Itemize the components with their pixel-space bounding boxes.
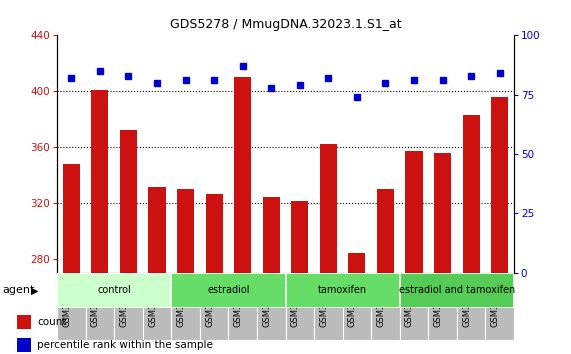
Bar (17, 338, 31, 352)
Bar (348, 253, 365, 354)
Bar (286, 273, 314, 340)
Text: count: count (37, 317, 67, 327)
Text: tamoxifen: tamoxifen (318, 285, 367, 295)
Text: GSM362931: GSM362931 (348, 276, 357, 327)
Bar (57, 273, 171, 308)
Bar (257, 273, 286, 340)
Bar (228, 273, 257, 340)
Text: agent: agent (3, 285, 35, 295)
Bar (485, 273, 514, 340)
Bar (120, 130, 137, 354)
Text: GSM362924: GSM362924 (148, 276, 157, 327)
Text: estradiol and tamoxifen: estradiol and tamoxifen (399, 285, 515, 295)
Bar (143, 273, 171, 340)
Bar (286, 273, 400, 308)
Bar (234, 77, 251, 354)
Bar (263, 197, 280, 354)
Text: GSM362930: GSM362930 (319, 276, 328, 327)
Bar (491, 97, 508, 354)
Bar (114, 273, 143, 340)
Bar (206, 194, 223, 354)
Text: GSM362934: GSM362934 (433, 276, 443, 327)
Text: GSM362933: GSM362933 (405, 276, 414, 327)
Title: GDS5278 / MmugDNA.32023.1.S1_at: GDS5278 / MmugDNA.32023.1.S1_at (170, 18, 401, 32)
Text: ▶: ▶ (31, 285, 39, 295)
Bar (171, 273, 200, 340)
Bar (177, 189, 194, 354)
Bar (91, 90, 108, 354)
Bar (57, 273, 86, 340)
Bar (400, 273, 514, 308)
Bar (86, 273, 114, 340)
Text: control: control (97, 285, 131, 295)
Text: GSM362922: GSM362922 (91, 276, 100, 327)
Bar (405, 151, 423, 354)
Text: GSM362928: GSM362928 (262, 276, 271, 327)
Text: percentile rank within the sample: percentile rank within the sample (37, 340, 213, 350)
Text: GSM362921: GSM362921 (62, 276, 71, 327)
Bar (314, 273, 343, 340)
Text: GSM362925: GSM362925 (176, 276, 186, 327)
Bar (377, 189, 394, 354)
Text: GSM362923: GSM362923 (119, 276, 128, 327)
Bar (200, 273, 228, 340)
Bar (457, 273, 485, 340)
Bar (371, 273, 400, 340)
Text: estradiol: estradiol (207, 285, 250, 295)
Text: GSM362935: GSM362935 (462, 276, 471, 327)
Text: GSM362936: GSM362936 (490, 276, 500, 327)
Bar (428, 273, 457, 340)
Text: GSM362927: GSM362927 (234, 276, 243, 327)
Bar (17, 315, 31, 329)
Bar (320, 144, 337, 354)
Text: GSM362929: GSM362929 (291, 276, 300, 327)
Bar (148, 188, 166, 354)
Bar (400, 273, 428, 340)
Bar (291, 201, 308, 354)
Bar (171, 273, 286, 308)
Text: GSM362926: GSM362926 (205, 276, 214, 327)
Bar (63, 164, 80, 354)
Text: GSM362932: GSM362932 (376, 276, 385, 327)
Bar (434, 153, 451, 354)
Bar (343, 273, 371, 340)
Bar (463, 115, 480, 354)
